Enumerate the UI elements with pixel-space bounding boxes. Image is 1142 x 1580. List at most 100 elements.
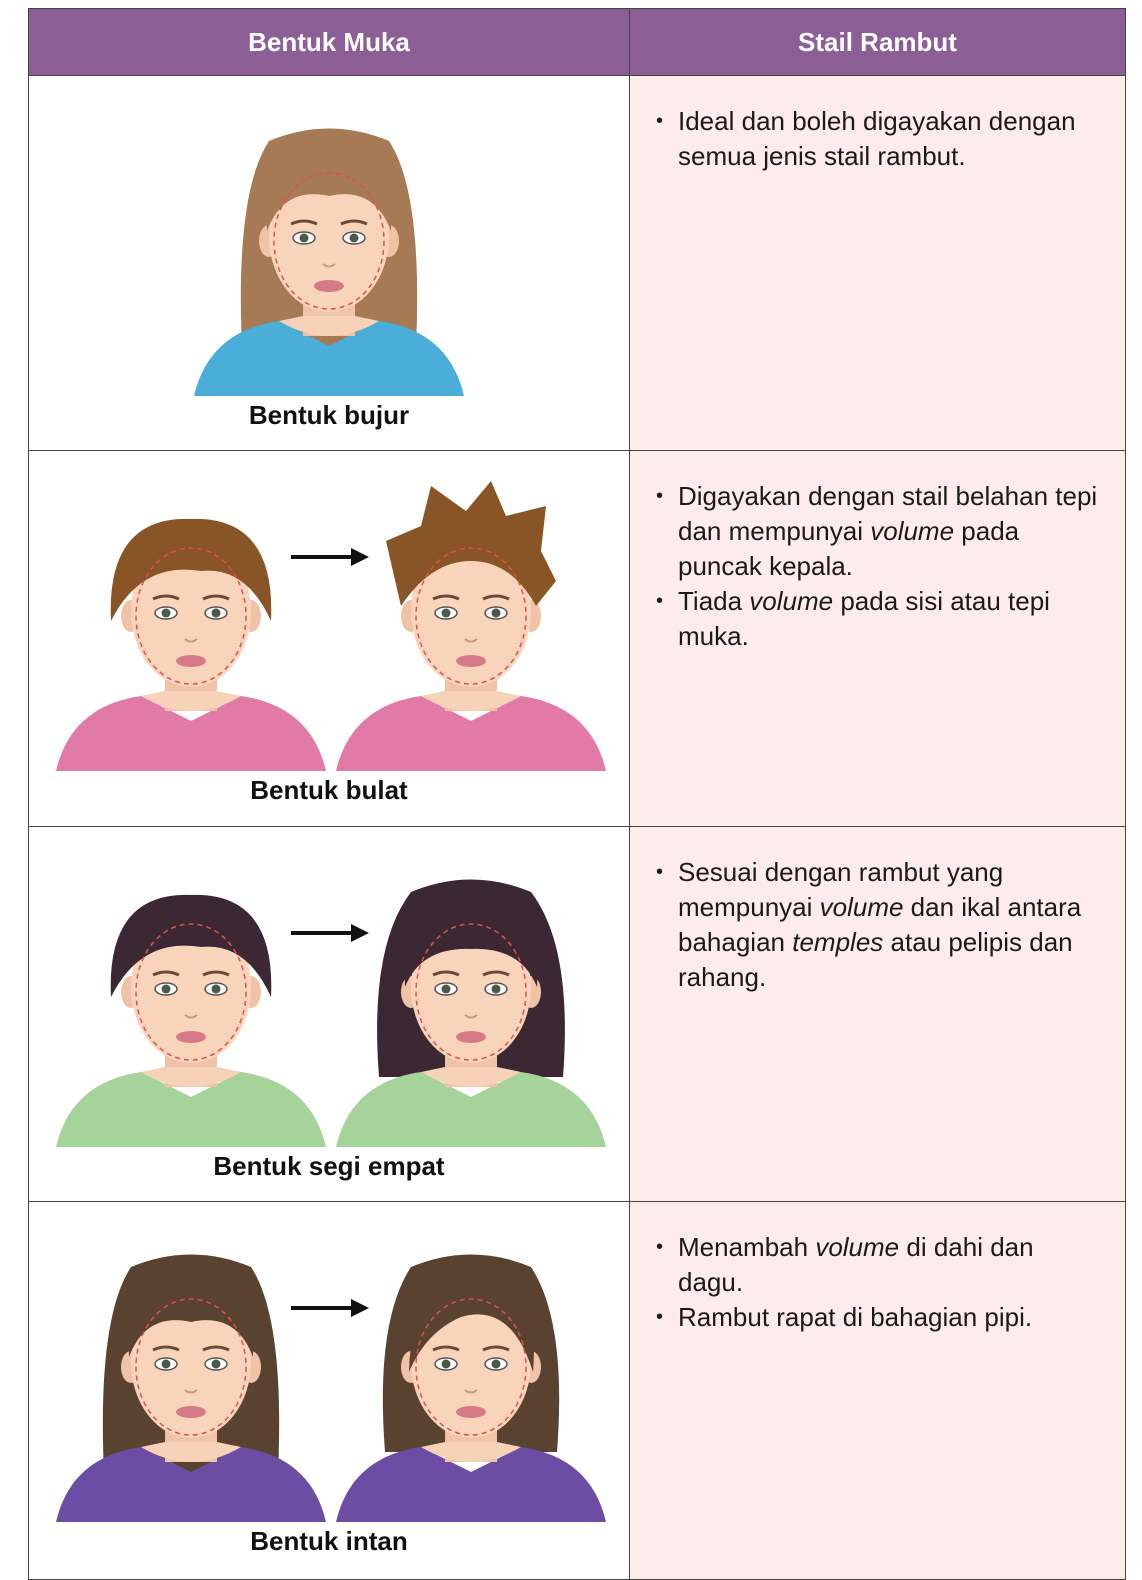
face-illustration	[56, 518, 326, 771]
italic-term: volume	[749, 586, 834, 616]
italic-term: volume	[870, 516, 955, 546]
shirt	[336, 1447, 606, 1522]
pupil	[441, 984, 451, 994]
hairstyle-bullet: Digayakan dengan stail belahan tepi dan …	[656, 479, 1101, 584]
bullet-text: atau pelipis dan rahang.	[678, 927, 1073, 992]
hairstyle-list: Menambah volume di dahi dan dagu.Rambut …	[656, 1230, 1101, 1335]
neck-collar	[279, 316, 379, 336]
shirt	[56, 1072, 326, 1147]
bullet-text: di dahi dan dagu.	[678, 1232, 1034, 1297]
hairstyle-bullet: Menambah volume di dahi dan dagu.	[656, 1230, 1101, 1300]
table-row: Bentuk intan Menambah volume di dahi dan …	[28, 1201, 1126, 1580]
pupil	[491, 608, 501, 618]
face-illustration	[336, 1254, 606, 1522]
table-row: Bentuk bulat Digayakan dengan stail belah…	[28, 450, 1126, 827]
face-outline-guide	[273, 172, 385, 310]
pupil	[491, 1359, 501, 1369]
pupil	[441, 608, 451, 618]
hairstyle-cell: Sesuai dengan rambut yang mempunyai volu…	[629, 826, 1126, 1202]
face-outline-guide	[415, 547, 527, 685]
arrow-head	[351, 1299, 369, 1317]
face-shape-table: Bentuk Muka Stail Rambut Bentuk bujur Ide…	[28, 8, 1126, 1580]
face-outline-guide	[415, 923, 527, 1061]
pupil	[211, 608, 221, 618]
hairstyle-cell: Ideal dan boleh digayakan dengan semua j…	[629, 75, 1126, 451]
eyebrow	[202, 970, 230, 977]
hair-fringe	[266, 154, 392, 231]
eyebrow	[482, 1345, 510, 1352]
eyebrow	[432, 970, 460, 977]
eyebrow	[152, 1345, 180, 1352]
face-outline-guide	[135, 547, 247, 685]
hairstyle-list: Ideal dan boleh digayakan dengan semua j…	[656, 104, 1101, 174]
shirt	[194, 321, 464, 396]
table-row: Bentuk bujur Ideal dan boleh digayakan de…	[28, 75, 1126, 451]
hair-fringe	[386, 481, 556, 606]
shirt	[56, 1447, 326, 1522]
mouth	[456, 1031, 486, 1043]
italic-term: temples	[792, 927, 884, 957]
header-row: Bentuk Muka Stail Rambut	[28, 8, 1126, 76]
eyebrow	[482, 594, 510, 601]
italic-term: volume	[815, 1232, 900, 1262]
face-illustrations	[56, 1254, 606, 1522]
nose	[184, 1389, 198, 1394]
face-shape-cell: Bentuk intan	[28, 1201, 630, 1580]
hair-fringe	[110, 894, 272, 997]
nose	[184, 1014, 198, 1019]
neck-collar	[141, 1067, 241, 1087]
face-shape-caption: Bentuk intan	[250, 1526, 408, 1556]
hair-fringe	[128, 1280, 254, 1357]
face-outline-guide	[135, 1298, 247, 1436]
pupil	[161, 1359, 171, 1369]
eyebrow	[152, 594, 180, 601]
head	[131, 1286, 251, 1438]
pupil	[161, 984, 171, 994]
face-illustrations	[56, 879, 606, 1147]
hair-fringe	[409, 1279, 534, 1372]
eyebrow	[202, 594, 230, 601]
eyebrow	[340, 219, 368, 226]
mouth	[314, 280, 344, 292]
eyebrow	[290, 219, 318, 226]
face-illustration	[336, 481, 606, 771]
mouth	[176, 1406, 206, 1418]
hair-fringe	[110, 518, 272, 621]
bullet-text: Digayakan dengan stail belahan tepi dan …	[678, 481, 1098, 546]
hairstyle-list: Digayakan dengan stail belahan tepi dan …	[656, 479, 1101, 654]
head	[411, 535, 531, 687]
hairstyle-bullet: Rambut rapat di bahagian pipi.	[656, 1300, 1101, 1335]
face-shape-cell: Bentuk segi empat	[28, 826, 630, 1202]
hairstyle-bullet: Ideal dan boleh digayakan dengan semua j…	[656, 104, 1101, 174]
bullet-text: Sesuai dengan rambut yang mempunyai	[678, 857, 1004, 922]
mouth	[456, 655, 486, 667]
bullet-text: pada puncak kepala.	[678, 516, 1020, 581]
bullet-text: Menambah	[678, 1232, 816, 1262]
mouth	[176, 655, 206, 667]
nose	[464, 1014, 478, 1019]
table-row: Bentuk segi empat Sesuai dengan rambut ya…	[28, 826, 1126, 1202]
neck-collar	[421, 691, 521, 711]
neck-collar	[141, 691, 241, 711]
hair-fringe	[404, 898, 538, 987]
shirt	[336, 696, 606, 771]
bullet-text: Ideal dan boleh digayakan dengan semua j…	[678, 106, 1076, 171]
arrow-head	[351, 548, 369, 566]
face-shape-caption: Bentuk segi empat	[213, 1151, 445, 1181]
eyebrow	[432, 594, 460, 601]
nose	[322, 263, 336, 268]
pupil	[441, 1359, 451, 1369]
nose	[464, 638, 478, 643]
face-outline-guide	[415, 1298, 527, 1436]
face-illustration	[56, 894, 326, 1147]
eyebrow	[432, 1345, 460, 1352]
hairstyle-bullet: Sesuai dengan rambut yang mempunyai volu…	[656, 855, 1101, 995]
face-shape-cell: Bentuk bujur	[28, 75, 630, 451]
face-illustration	[194, 128, 464, 396]
header-cell: Bentuk Muka	[28, 8, 630, 76]
bullet-text: pada sisi atau tepi muka.	[678, 586, 1050, 651]
face-illustration	[56, 1254, 326, 1522]
face-shape-caption: Bentuk bulat	[250, 775, 408, 805]
neck-collar	[421, 1067, 521, 1087]
